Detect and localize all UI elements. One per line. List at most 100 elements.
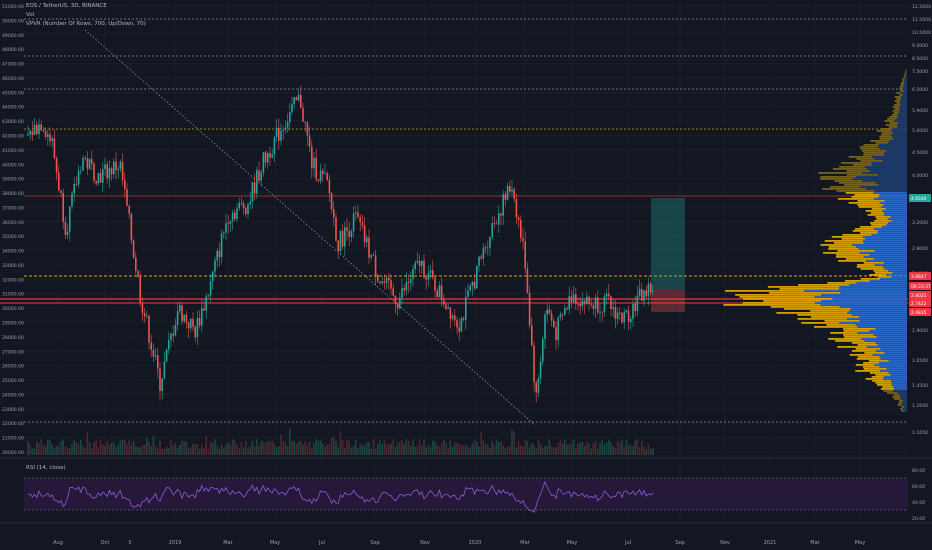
volume-bar [394, 447, 397, 455]
candle-body [335, 217, 337, 241]
vpvr-up-row [847, 318, 907, 320]
candle-body [579, 304, 581, 307]
candle-body [564, 308, 566, 315]
volume-bar [548, 439, 551, 455]
candle-body [170, 333, 172, 341]
vpvr-up-row [864, 340, 907, 342]
candle-body [526, 268, 529, 293]
vpvr-down-row [894, 104, 901, 106]
candle-body [528, 292, 531, 326]
vpvr-down-row [857, 344, 878, 346]
candle-body [498, 213, 500, 225]
vpvr-down-row [867, 214, 885, 216]
candle-body [174, 324, 177, 336]
candle-body [196, 317, 199, 338]
candle-body [172, 333, 174, 336]
volume-bar [135, 446, 137, 455]
volume-bar [638, 447, 641, 455]
volume-bar [363, 445, 366, 455]
candle-body [313, 157, 315, 169]
vpvr-down-row [851, 350, 876, 352]
vpvr-down-row [823, 252, 860, 254]
vpvr-up-row [862, 172, 907, 174]
left-price-axis: 51000.00 50000.00 49000.00 48000.00 47000.00… [2, 4, 24, 456]
vpvr-down-row [883, 390, 894, 392]
candle-body [163, 361, 166, 379]
volume-bar [238, 448, 240, 455]
vpvr-down-row [857, 356, 880, 358]
candle-body [638, 288, 641, 296]
vpvr-up-row [875, 350, 907, 352]
volume-bar [399, 441, 401, 455]
volume-bar [29, 444, 31, 455]
rsi-axis-tick: 40.00 [912, 500, 925, 506]
volume-bar [583, 445, 586, 455]
volume-bar [570, 444, 573, 455]
volume-bar [357, 447, 359, 455]
volume-bar [487, 444, 489, 455]
vpvr-down-row [870, 212, 885, 214]
vpvr-up-row [881, 206, 907, 208]
vpvr-up-row [880, 370, 907, 372]
vpvr-up-row [905, 72, 907, 74]
candle-body [597, 297, 599, 313]
candle-body [73, 183, 75, 194]
volume-bar [176, 447, 179, 455]
candle-body [500, 213, 502, 216]
candle-body [104, 164, 106, 170]
volume-bar [434, 441, 436, 455]
candle-body [84, 157, 86, 159]
candle-body [572, 294, 575, 303]
candle-body [427, 273, 430, 280]
vpvr-down-row [894, 96, 902, 98]
volume-bar [97, 447, 100, 455]
candle-body [269, 153, 271, 158]
volume-bar [506, 446, 509, 455]
price-tag-bg [909, 291, 931, 299]
long-position-tool[interactable] [651, 198, 685, 312]
candle-body [429, 270, 432, 274]
price-tag-bg [909, 272, 931, 280]
candle-body [240, 202, 243, 204]
candle-body [69, 206, 71, 232]
volume-bar [273, 443, 276, 455]
vpvr-up-row [905, 70, 907, 72]
vpvr-up-row [880, 278, 907, 280]
volume-bar [522, 446, 524, 455]
volume-bar [533, 444, 535, 455]
vpvr-down-row [896, 98, 902, 100]
volume-bar [544, 446, 546, 455]
vpvr-down-row [848, 156, 873, 158]
grid-lines [0, 2, 932, 524]
volume-bar [216, 445, 218, 455]
vpvr-down-row [836, 254, 870, 256]
vpvr-down-row [801, 322, 840, 324]
candle-body [40, 124, 42, 131]
price-candles[interactable] [27, 85, 654, 403]
symbol-title: EOS / TetherUS, 3D, BINANCE [26, 3, 107, 9]
vpvr-up-row [839, 286, 907, 288]
vpvr-down-row [814, 326, 858, 328]
vpvr-down-row [881, 132, 894, 134]
volume-bar [190, 447, 192, 455]
volume-bar [258, 445, 260, 455]
right-axis-tick: 6.5000 [912, 87, 928, 93]
candle-body [603, 296, 606, 312]
volume-bar [209, 441, 212, 455]
vpvr-up-row [888, 372, 907, 374]
vpvr-up-row [839, 322, 907, 324]
vpvr-up-row [847, 312, 907, 314]
volume-bar [418, 439, 421, 455]
rsi-pane[interactable] [24, 477, 908, 513]
candle-body [27, 134, 29, 136]
volume-bar [368, 441, 370, 455]
candle-body [348, 230, 350, 237]
vpvr-down-row [724, 290, 805, 292]
price-tag-bg [909, 308, 931, 316]
volume-bar [396, 442, 399, 455]
candle-body [271, 154, 273, 158]
vpvr-up-row [880, 358, 907, 360]
candle-body [372, 254, 375, 256]
time-axis[interactable]: Aug Oct 5 2019 Mar May Jul Sep Nov 2020 Mar May Jul S… [53, 540, 865, 546]
